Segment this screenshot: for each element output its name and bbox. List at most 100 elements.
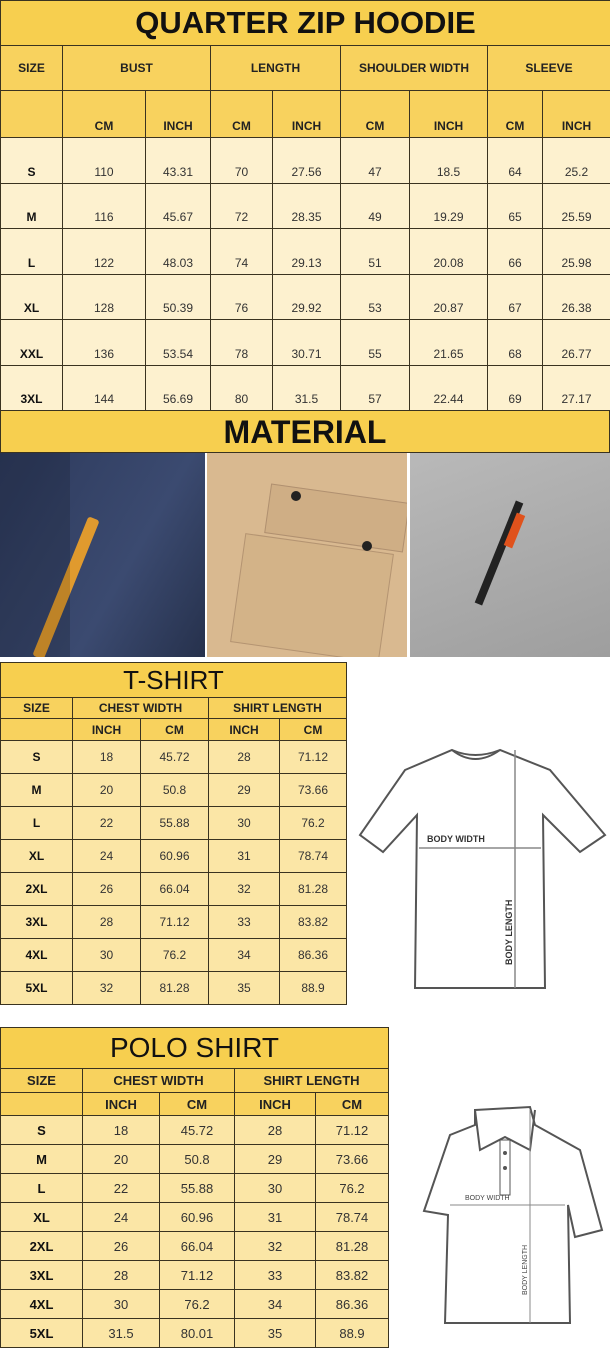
value-cell: 30 (82, 1289, 160, 1319)
value-cell: 18 (82, 1115, 160, 1145)
value-cell: 69 (487, 364, 543, 411)
value-cell: 21.65 (409, 319, 488, 366)
hoodie-size-table: QUARTER ZIP HOODIE SIZE BUST LENGTH SHOULDE… (0, 0, 610, 411)
size-cell: S (0, 740, 73, 774)
value-cell: 136 (62, 319, 146, 366)
value-cell: 45.72 (159, 1115, 235, 1145)
value-cell: 28 (82, 1260, 160, 1290)
value-cell: 43.31 (145, 137, 211, 184)
unit-header: CM (159, 1092, 235, 1116)
table-row: 3XL 144 56.69 80 31.5 57 22.44 69 27.17 (0, 364, 610, 411)
value-cell: 30 (72, 938, 141, 972)
value-cell: 53.54 (145, 319, 211, 366)
size-cell: S (0, 1115, 83, 1145)
value-cell: 78.74 (279, 839, 347, 873)
size-cell: M (0, 1144, 83, 1174)
value-cell: 25.59 (541, 182, 610, 229)
size-header: SIZE (0, 45, 63, 91)
value-cell: 81.28 (140, 971, 209, 1005)
value-cell: 22.44 (409, 364, 488, 411)
value-cell: 65 (487, 182, 543, 229)
value-cell: 24 (72, 839, 141, 873)
value-cell: 144 (62, 364, 146, 411)
value-cell: 20 (82, 1144, 160, 1174)
value-cell: 76.2 (159, 1289, 235, 1319)
size-cell: 4XL (0, 938, 73, 972)
value-cell: 31.5 (272, 364, 341, 411)
table-row: M 116 45.67 72 28.35 49 19.29 65 25.59 (0, 182, 610, 229)
unit-header: INCH (72, 718, 141, 741)
group-header: LENGTH (210, 45, 341, 91)
value-cell: 20 (72, 773, 141, 807)
value-cell: 55.88 (159, 1173, 235, 1203)
value-cell: 20.08 (409, 228, 488, 275)
value-cell: 76.2 (314, 1173, 390, 1203)
size-cell: 3XL (0, 364, 63, 411)
value-cell: 67 (487, 273, 543, 320)
size-cell: XL (0, 273, 63, 320)
material-title: MATERIAL (0, 410, 610, 453)
value-cell: 27.56 (272, 137, 341, 184)
value-cell: 74 (210, 228, 273, 275)
value-cell: 116 (62, 182, 146, 229)
table-row: 5XL 32 81.28 35 88.9 (0, 971, 347, 1005)
value-cell: 32 (234, 1231, 316, 1261)
body-width-label: BODY WIDTH (465, 1195, 510, 1202)
value-cell: 55 (340, 319, 410, 366)
group-header: SHIRT LENGTH (233, 1068, 390, 1093)
group-header: SHOULDER WIDTH (340, 45, 488, 91)
table-row: 4XL 30 76.2 34 86.36 (0, 938, 347, 972)
tshirt-size-table: T-SHIRT SIZE CHEST WIDTH SHIRT LENGTH INCH C… (0, 662, 347, 1005)
table-row: XL 24 60.96 31 78.74 (0, 1202, 390, 1232)
value-cell: 64 (487, 137, 543, 184)
group-header: SHIRT LENGTH (208, 697, 347, 719)
value-cell: 29.13 (272, 228, 341, 275)
value-cell: 28 (234, 1115, 316, 1145)
body-width-label: BODY WIDTH (427, 834, 485, 844)
value-cell: 86.36 (314, 1289, 390, 1319)
table-row: 4XL 30 76.2 34 86.36 (0, 1289, 390, 1319)
value-cell: 53 (340, 273, 410, 320)
group-header: CHEST WIDTH (82, 1068, 235, 1093)
value-cell: 28 (208, 740, 280, 774)
value-cell: 73.66 (279, 773, 347, 807)
table-row: L 22 55.88 30 76.2 (0, 1173, 390, 1203)
value-cell: 71.12 (279, 740, 347, 774)
size-cell: 2XL (0, 1231, 83, 1261)
value-cell: 88.9 (279, 971, 347, 1005)
value-cell: 71.12 (140, 905, 209, 939)
table-row: L 122 48.03 74 29.13 51 20.08 66 25.98 (0, 228, 610, 275)
size-cell: 3XL (0, 1260, 83, 1290)
value-cell: 73.66 (314, 1144, 390, 1174)
size-cell: L (0, 228, 63, 275)
khaki-pocket-photo (207, 453, 407, 657)
unit-header: INCH (541, 90, 610, 138)
table-row: XL 128 50.39 76 29.92 53 20.87 67 26.38 (0, 273, 610, 320)
value-cell: 20.87 (409, 273, 488, 320)
value-cell: 83.82 (279, 905, 347, 939)
tshirt-diagram: BODY WIDTH BODY LENGTH (358, 748, 607, 989)
value-cell: 55.88 (140, 806, 209, 840)
table-row: S 18 45.72 28 71.12 (0, 740, 347, 774)
value-cell: 28.35 (272, 182, 341, 229)
value-cell: 22 (72, 806, 141, 840)
size-cell: L (0, 1173, 83, 1203)
value-cell: 122 (62, 228, 146, 275)
value-cell: 26.38 (541, 273, 610, 320)
value-cell: 76.2 (140, 938, 209, 972)
value-cell: 60.96 (159, 1202, 235, 1232)
value-cell: 45.67 (145, 182, 211, 229)
value-cell: 26 (82, 1231, 160, 1261)
table-row: 5XL 31.5 80.01 35 88.9 (0, 1318, 390, 1348)
value-cell: 29.92 (272, 273, 341, 320)
table-row: S 18 45.72 28 71.12 (0, 1115, 390, 1145)
value-cell: 34 (208, 938, 280, 972)
unit-header: CM (62, 90, 146, 138)
table-row: XXL 136 53.54 78 30.71 55 21.65 68 26.77 (0, 319, 610, 366)
value-cell: 18 (72, 740, 141, 774)
size-header-blank (0, 90, 63, 138)
size-cell: XL (0, 1202, 83, 1232)
polo-diagram: BODY WIDTH BODY LENGTH (422, 1105, 604, 1324)
value-cell: 70 (210, 137, 273, 184)
table-row: 3XL 28 71.12 33 83.82 (0, 905, 347, 939)
